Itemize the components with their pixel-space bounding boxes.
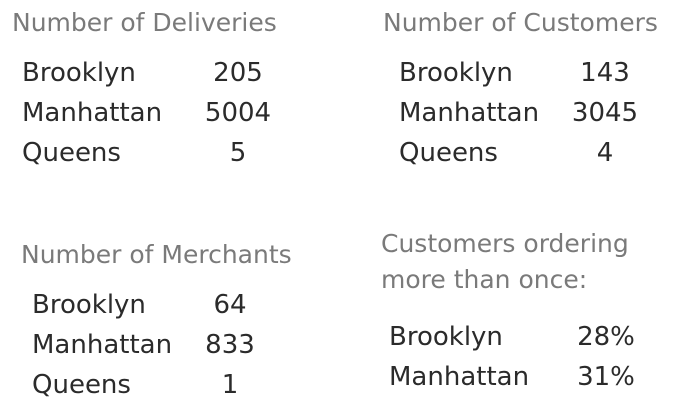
customers-panel: Number of Customers Brooklyn 143 Manhatt… <box>383 4 658 168</box>
row-value: 205 <box>213 58 263 88</box>
deliveries-title: Number of Deliveries <box>12 8 277 37</box>
repeat-customers-title: Customers ordering more than once: <box>381 226 681 298</box>
row-value: 1 <box>221 370 239 400</box>
deliveries-panel: Number of Deliveries Brooklyn 205 Manhat… <box>12 4 277 168</box>
row-value: 64 <box>213 290 247 320</box>
row-label: Queens <box>22 138 121 168</box>
row-label: Brooklyn <box>389 322 503 352</box>
row-label: Brooklyn <box>32 290 146 320</box>
repeat-customers-panel: Customers ordering more than once: Brook… <box>381 226 681 392</box>
row-label: Brooklyn <box>22 58 136 88</box>
merchants-title: Number of Merchants <box>21 240 292 269</box>
row-label: Brooklyn <box>399 58 513 88</box>
customers-title: Number of Customers <box>383 8 658 37</box>
row-label: Manhattan <box>22 98 163 128</box>
repeat-customers-title-line2: more than once: <box>381 265 588 294</box>
repeat-customers-title-line1: Customers ordering <box>381 229 629 258</box>
row-label: Manhattan <box>32 330 173 360</box>
row-value: 833 <box>205 330 255 360</box>
row-value: 28% <box>577 322 635 352</box>
row-value: 5 <box>229 138 247 168</box>
merchants-panel: Number of Merchants Brooklyn 64 Manhatta… <box>21 236 292 400</box>
row-value: 5004 <box>204 98 272 128</box>
row-label: Queens <box>32 370 131 400</box>
row-label: Manhattan <box>389 362 530 392</box>
row-label: Manhattan <box>399 98 540 128</box>
row-label: Queens <box>399 138 498 168</box>
row-value: 31% <box>577 362 635 392</box>
row-value: 3045 <box>571 98 639 128</box>
row-value: 143 <box>580 58 630 88</box>
row-value: 4 <box>596 138 614 168</box>
